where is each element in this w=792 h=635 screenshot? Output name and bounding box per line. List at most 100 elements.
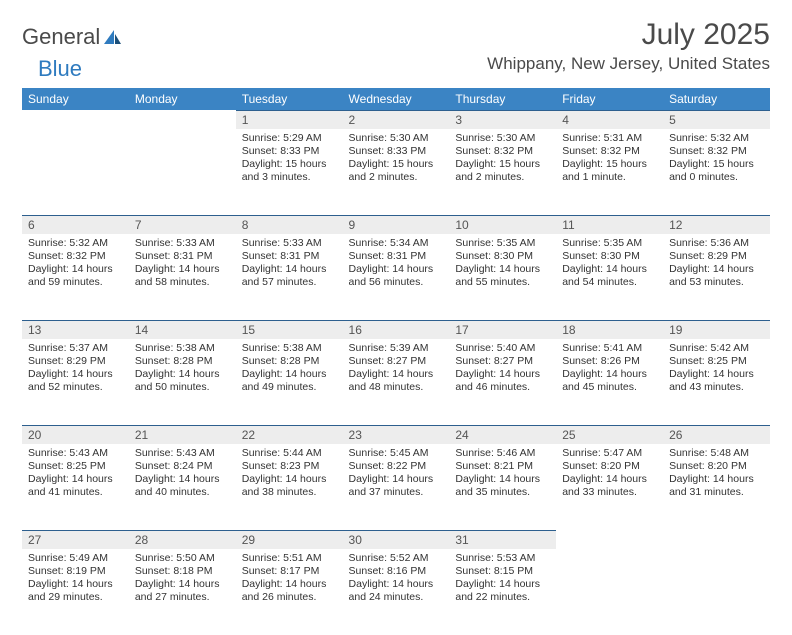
day-number: 27 [22, 530, 129, 549]
day-cell: Sunrise: 5:37 AMSunset: 8:29 PMDaylight:… [22, 339, 129, 401]
calendar-body: 12345Sunrise: 5:29 AMSunset: 8:33 PMDayl… [22, 110, 770, 635]
daylight-text: Daylight: 14 hours and 24 minutes. [349, 578, 444, 604]
daylight-text: Daylight: 14 hours and 40 minutes. [135, 473, 230, 499]
sunrise-text: Sunrise: 5:49 AM [28, 552, 123, 565]
day-number: 20 [22, 425, 129, 444]
day-cell: Sunrise: 5:44 AMSunset: 8:23 PMDaylight:… [236, 444, 343, 506]
sunset-text: Sunset: 8:32 PM [28, 250, 123, 263]
sunrise-text: Sunrise: 5:45 AM [349, 447, 444, 460]
daylight-text: Daylight: 14 hours and 57 minutes. [242, 263, 337, 289]
sunset-text: Sunset: 8:30 PM [562, 250, 657, 263]
day-number: 1 [236, 110, 343, 129]
day-number: 21 [129, 425, 236, 444]
sunset-text: Sunset: 8:26 PM [562, 355, 657, 368]
sunrise-text: Sunrise: 5:53 AM [455, 552, 550, 565]
week-0-body-row: Sunrise: 5:29 AMSunset: 8:33 PMDaylight:… [22, 129, 770, 215]
daylight-text: Daylight: 14 hours and 48 minutes. [349, 368, 444, 394]
day-number: 19 [663, 320, 770, 339]
daylight-text: Daylight: 15 hours and 1 minute. [562, 158, 657, 184]
day-number: 14 [129, 320, 236, 339]
day-cell: Sunrise: 5:30 AMSunset: 8:32 PMDaylight:… [449, 129, 556, 191]
sunset-text: Sunset: 8:20 PM [562, 460, 657, 473]
day-cell: Sunrise: 5:35 AMSunset: 8:30 PMDaylight:… [449, 234, 556, 296]
sunrise-text: Sunrise: 5:52 AM [349, 552, 444, 565]
sunset-text: Sunset: 8:30 PM [455, 250, 550, 263]
day-number: 24 [449, 425, 556, 444]
daylight-text: Daylight: 14 hours and 53 minutes. [669, 263, 764, 289]
daylight-text: Daylight: 14 hours and 38 minutes. [242, 473, 337, 499]
sunrise-text: Sunrise: 5:38 AM [135, 342, 230, 355]
daylight-text: Daylight: 14 hours and 29 minutes. [28, 578, 123, 604]
day-cell: Sunrise: 5:34 AMSunset: 8:31 PMDaylight:… [343, 234, 450, 296]
dow-header-row: SundayMondayTuesdayWednesdayThursdayFrid… [22, 88, 770, 110]
day-cell: Sunrise: 5:42 AMSunset: 8:25 PMDaylight:… [663, 339, 770, 401]
day-cell: Sunrise: 5:38 AMSunset: 8:28 PMDaylight:… [129, 339, 236, 401]
logo: General [22, 18, 124, 50]
sunset-text: Sunset: 8:25 PM [28, 460, 123, 473]
sunset-text: Sunset: 8:16 PM [349, 565, 444, 578]
sunrise-text: Sunrise: 5:44 AM [242, 447, 337, 460]
daylight-text: Daylight: 14 hours and 31 minutes. [669, 473, 764, 499]
day-cell: Sunrise: 5:29 AMSunset: 8:33 PMDaylight:… [236, 129, 343, 191]
sunset-text: Sunset: 8:23 PM [242, 460, 337, 473]
sunset-text: Sunset: 8:31 PM [135, 250, 230, 263]
sunrise-text: Sunrise: 5:32 AM [28, 237, 123, 250]
day-number: 3 [449, 110, 556, 129]
week-4-daynum-row: 2728293031 [22, 530, 770, 549]
day-cell: Sunrise: 5:35 AMSunset: 8:30 PMDaylight:… [556, 234, 663, 296]
sunset-text: Sunset: 8:31 PM [242, 250, 337, 263]
daylight-text: Daylight: 14 hours and 43 minutes. [669, 368, 764, 394]
day-cell: Sunrise: 5:47 AMSunset: 8:20 PMDaylight:… [556, 444, 663, 506]
sunrise-text: Sunrise: 5:47 AM [562, 447, 657, 460]
sunrise-text: Sunrise: 5:48 AM [669, 447, 764, 460]
daylight-text: Daylight: 14 hours and 33 minutes. [562, 473, 657, 499]
day-number-empty [22, 110, 129, 128]
sunset-text: Sunset: 8:32 PM [562, 145, 657, 158]
day-number: 31 [449, 530, 556, 549]
sunrise-text: Sunrise: 5:41 AM [562, 342, 657, 355]
logo-text-blue: Blue [38, 56, 82, 82]
day-cell: Sunrise: 5:52 AMSunset: 8:16 PMDaylight:… [343, 549, 450, 611]
day-number: 18 [556, 320, 663, 339]
day-number: 9 [343, 215, 450, 234]
day-number: 25 [556, 425, 663, 444]
dow-header-sunday: Sunday [22, 88, 129, 110]
daylight-text: Daylight: 14 hours and 22 minutes. [455, 578, 550, 604]
day-cell: Sunrise: 5:33 AMSunset: 8:31 PMDaylight:… [129, 234, 236, 296]
day-cell: Sunrise: 5:46 AMSunset: 8:21 PMDaylight:… [449, 444, 556, 506]
dow-header-wednesday: Wednesday [343, 88, 450, 110]
day-cell: Sunrise: 5:30 AMSunset: 8:33 PMDaylight:… [343, 129, 450, 191]
week-2-daynum-row: 13141516171819 [22, 320, 770, 339]
week-1-body-row: Sunrise: 5:32 AMSunset: 8:32 PM Daylight:… [22, 234, 770, 320]
sunset-text: Sunset: 8:18 PM [135, 565, 230, 578]
month-title: July 2025 [487, 18, 770, 52]
daylight-text: Daylight: 14 hours and 50 minutes. [135, 368, 230, 394]
sunrise-text: Sunrise: 5:35 AM [455, 237, 550, 250]
day-number: 7 [129, 215, 236, 234]
daylight-text: Daylight: 14 hours and 26 minutes. [242, 578, 337, 604]
dow-header-thursday: Thursday [449, 88, 556, 110]
sunrise-text: Sunrise: 5:31 AM [562, 132, 657, 145]
day-cell: Sunrise: 5:50 AMSunset: 8:18 PMDaylight:… [129, 549, 236, 611]
sunrise-text: Sunrise: 5:30 AM [349, 132, 444, 145]
day-cell: Sunrise: 5:49 AMSunset: 8:19 PMDaylight:… [22, 549, 129, 611]
sunset-text: Sunset: 8:31 PM [349, 250, 444, 263]
day-cell: Sunrise: 5:31 AMSunset: 8:32 PMDaylight:… [556, 129, 663, 191]
day-number: 23 [343, 425, 450, 444]
sunset-text: Sunset: 8:33 PM [242, 145, 337, 158]
daylight-text: Daylight: 15 hours and 0 minutes. [669, 158, 764, 184]
day-cell: Sunrise: 5:36 AMSunset: 8:29 PMDaylight:… [663, 234, 770, 296]
daylight-text: Daylight: 14 hours and 54 minutes. [562, 263, 657, 289]
sunrise-text: Sunrise: 5:38 AM [242, 342, 337, 355]
daylight-text: Daylight: 14 hours and 52 minutes. [28, 368, 123, 394]
sunset-text: Sunset: 8:15 PM [455, 565, 550, 578]
dow-header-saturday: Saturday [663, 88, 770, 110]
sunrise-text: Sunrise: 5:50 AM [135, 552, 230, 565]
daylight-text: Daylight: 15 hours and 2 minutes. [349, 158, 444, 184]
sunset-text: Sunset: 8:29 PM [669, 250, 764, 263]
sunset-text: Sunset: 8:33 PM [349, 145, 444, 158]
day-number: 29 [236, 530, 343, 549]
daylight-text: Daylight: 14 hours and 46 minutes. [455, 368, 550, 394]
daylight-text: Daylight: 15 hours and 2 minutes. [455, 158, 550, 184]
week-0-daynum-row: 12345 [22, 110, 770, 129]
